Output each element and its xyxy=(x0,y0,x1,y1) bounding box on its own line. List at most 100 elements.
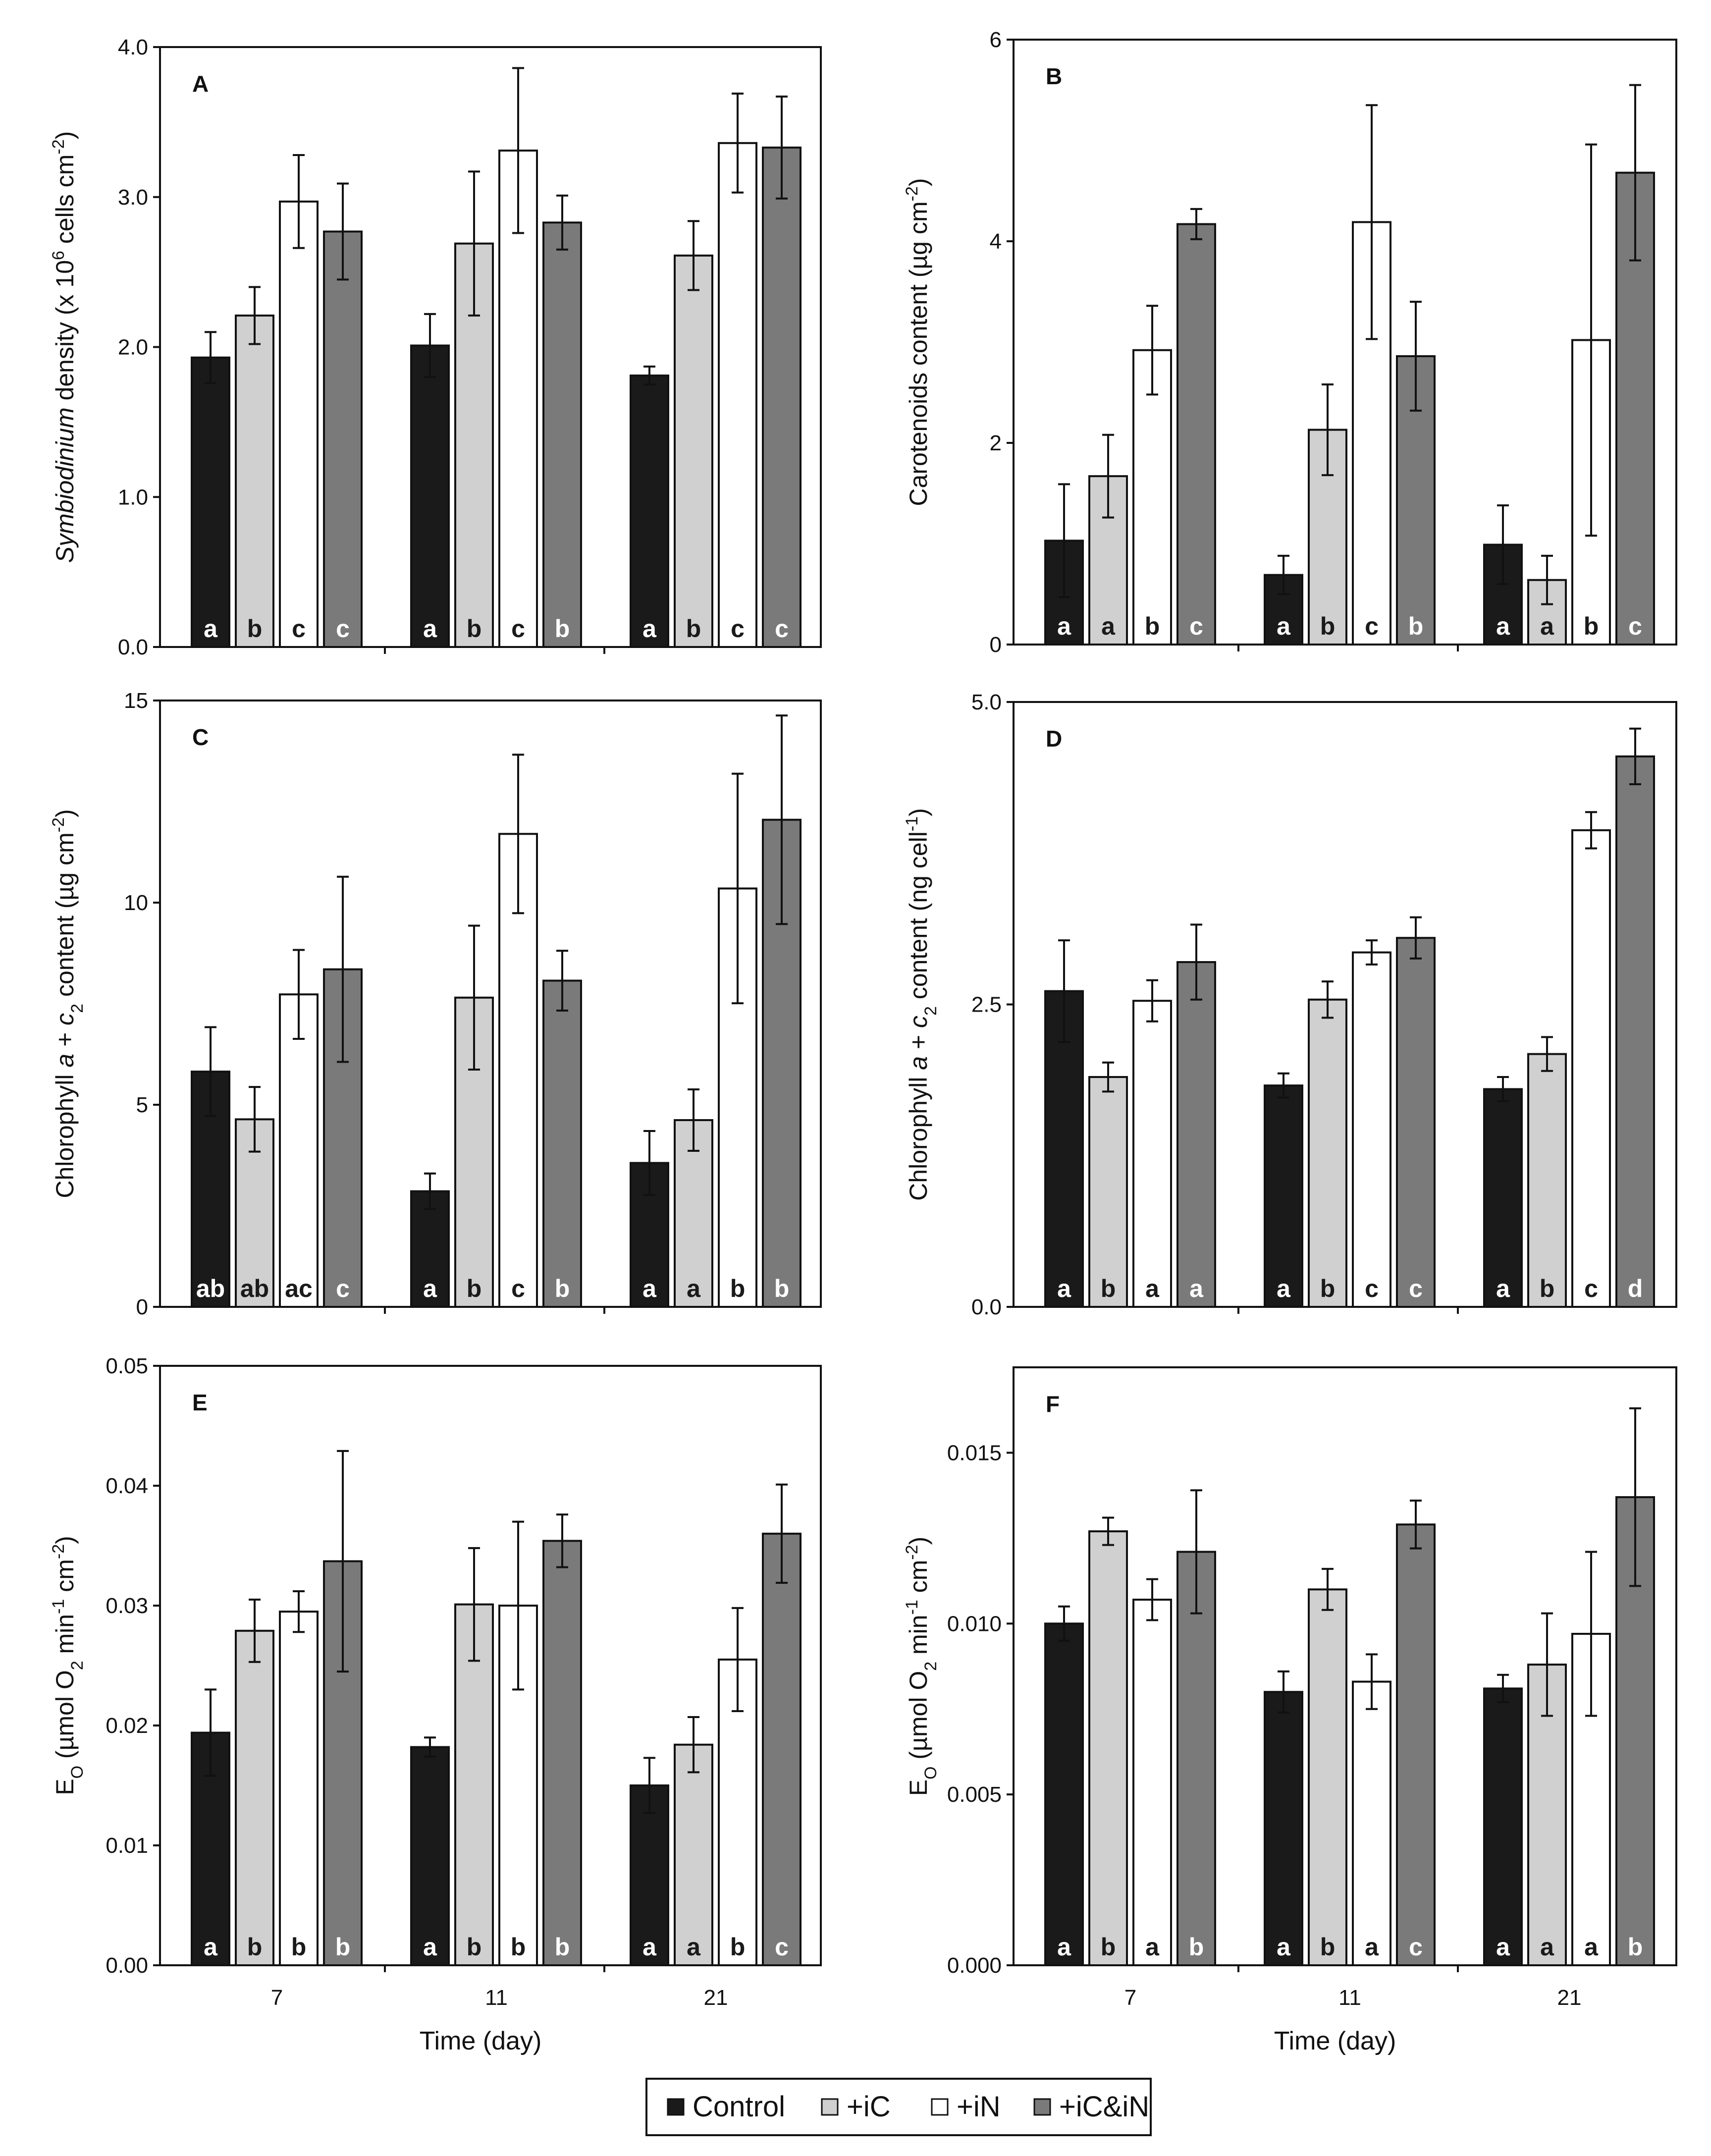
significance-letter: b xyxy=(1320,1933,1336,1961)
error-bar xyxy=(1366,1653,1378,1710)
error-bar xyxy=(1410,301,1422,412)
significance-letter: c xyxy=(1365,612,1379,640)
error-bar xyxy=(1102,433,1114,519)
error-bar xyxy=(556,1513,568,1568)
error-bar xyxy=(1366,104,1378,340)
significance-letter: a xyxy=(1145,1275,1160,1302)
significance-letter: c xyxy=(511,1275,525,1302)
error-bar xyxy=(293,949,305,1040)
error-bar xyxy=(776,1483,788,1584)
y-axis-title: Symbiodinium density (x 106 cells cm-2) xyxy=(49,131,79,563)
bar-+iN-day-7 xyxy=(279,200,319,648)
significance-letter: b xyxy=(1540,1275,1555,1302)
error-bar xyxy=(1585,143,1597,537)
y-tick-label: 2 xyxy=(990,431,1002,455)
bar-+iC&iN-day-21 xyxy=(762,1532,802,1967)
error-bar xyxy=(643,1130,655,1196)
error-bar xyxy=(1322,383,1334,477)
significance-letter: a xyxy=(204,1933,218,1961)
error-bar xyxy=(1497,1076,1509,1102)
bar-Control-day-11 xyxy=(410,1190,450,1308)
panel-letter: A xyxy=(192,71,209,97)
error-bar xyxy=(1541,1036,1553,1072)
bar-+iN-day-21 xyxy=(718,142,757,648)
bar-Control-day-11 xyxy=(410,1746,450,1967)
y-tick-label: 0.01 xyxy=(106,1833,148,1858)
error-bar xyxy=(293,1590,305,1633)
error-bar xyxy=(688,1088,699,1152)
y-tick-label: 15 xyxy=(124,689,148,713)
significance-letter: b xyxy=(774,1275,790,1302)
error-bar xyxy=(337,1450,349,1673)
significance-letter: a xyxy=(1189,1275,1204,1302)
y-tick-label: 2.5 xyxy=(971,993,1002,1017)
bar-+iC&iN-day-21 xyxy=(762,146,802,648)
error-bar xyxy=(1146,979,1158,1023)
bar-+iC&iN-day-7 xyxy=(1176,961,1216,1308)
bar-+iC-day-7 xyxy=(1088,1530,1128,1966)
significance-letter: b xyxy=(1320,1275,1336,1302)
significance-letter: c xyxy=(1409,1933,1423,1961)
error-bar xyxy=(1541,554,1553,605)
significance-letter: b xyxy=(291,1933,307,1961)
legend-swatch xyxy=(1033,2098,1051,2116)
error-bar xyxy=(1629,727,1641,786)
error-bar xyxy=(512,67,524,234)
y-tick-label: 0 xyxy=(990,633,1002,657)
error-bar xyxy=(1102,1516,1114,1546)
significance-letter: a xyxy=(1101,612,1116,640)
bar-+iN-day-7 xyxy=(1132,1000,1172,1308)
significance-letter: c xyxy=(731,615,745,643)
bar-+iC-day-21 xyxy=(674,1743,713,1966)
y-tick-label: 0.04 xyxy=(106,1474,148,1498)
x-tick-label: 11 xyxy=(1338,1986,1361,2010)
chart-panel-D: 0.0 2.5 5.0 a a a b b b a c c a c d D Chlorophyll a + c2… xyxy=(903,690,1677,1319)
chart-panel-B: 0 2 4 6 a a a a b a b c b c b c B Carotenoids content (µg… xyxy=(903,28,1677,657)
x-tick-label: 7 xyxy=(1124,1986,1136,2010)
error-bar xyxy=(468,924,480,1071)
legend-swatch xyxy=(931,2098,949,2116)
significance-letter: c xyxy=(1409,1275,1423,1302)
legend-box xyxy=(645,2078,1152,2136)
error-bar xyxy=(1278,1670,1289,1714)
bar-Control-day-21 xyxy=(630,375,669,648)
significance-letter: a xyxy=(1496,1275,1510,1302)
legend-label: +iC&iN xyxy=(1059,2091,1149,2123)
y-tick-label: 4.0 xyxy=(118,35,148,59)
significance-letter: b xyxy=(1145,612,1160,640)
significance-letter: a xyxy=(642,615,657,643)
y-tick-label: 0.00 xyxy=(106,1953,148,1978)
error-bar xyxy=(468,1547,480,1662)
error-bar xyxy=(643,365,655,386)
bar-+iN-day-21 xyxy=(1571,829,1611,1308)
error-bar xyxy=(556,950,568,1012)
error-bar xyxy=(337,182,349,281)
error-bar xyxy=(556,194,568,251)
bar-+iC-day-7 xyxy=(235,1629,274,1967)
significance-letter: b xyxy=(1628,1933,1643,1961)
significance-letter: c xyxy=(336,615,350,643)
error-bar xyxy=(1102,1061,1114,1093)
bar-+iN-day-11 xyxy=(1352,1680,1391,1966)
x-axis-title: Time (day) xyxy=(420,2027,542,2055)
bar-+iC&iN-day-21 xyxy=(1615,755,1655,1308)
y-axis-title: Carotenoids content (µg cm-2) xyxy=(903,178,932,506)
significance-letter: a xyxy=(1277,1933,1291,1961)
significance-letter: a xyxy=(1540,1933,1554,1961)
significance-letter: b xyxy=(555,1275,570,1302)
bar-+iC&iN-day-11 xyxy=(1396,1523,1436,1966)
error-bar xyxy=(1278,1072,1289,1099)
error-bar xyxy=(249,1598,261,1663)
bar-Control-day-7 xyxy=(191,356,230,648)
error-bar xyxy=(776,95,788,200)
significance-letter: b xyxy=(467,615,482,643)
significance-letter: b xyxy=(467,1933,482,1961)
significance-letter: b xyxy=(1189,1933,1204,1961)
legend-swatch xyxy=(821,2098,839,2116)
bar-+iC-day-11 xyxy=(454,1603,494,1967)
error-bar xyxy=(1541,1612,1553,1717)
bar-+iC&iN-day-7 xyxy=(323,1560,363,1966)
significance-letter: a xyxy=(1277,1275,1291,1302)
